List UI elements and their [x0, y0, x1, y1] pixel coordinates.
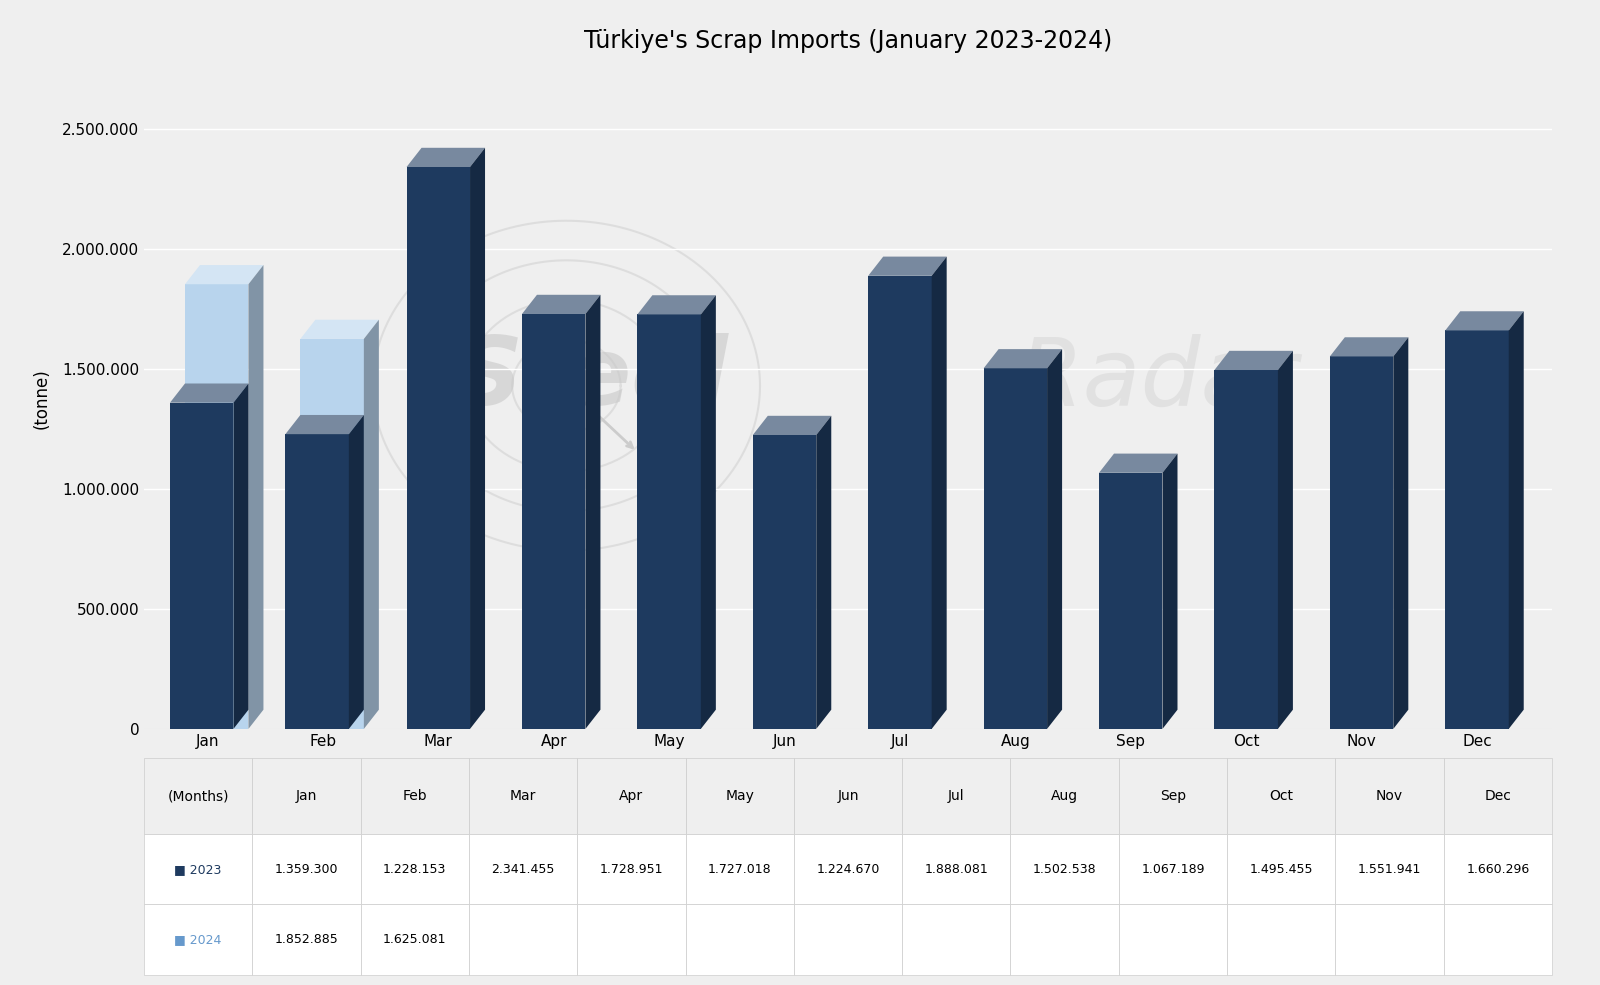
- Polygon shape: [586, 295, 600, 729]
- Polygon shape: [701, 296, 715, 729]
- Polygon shape: [984, 349, 1062, 368]
- Polygon shape: [931, 257, 947, 729]
- Polygon shape: [406, 148, 485, 167]
- Title: Türkiye's Scrap Imports (January 2023-2024): Türkiye's Scrap Imports (January 2023-20…: [584, 30, 1112, 53]
- Polygon shape: [869, 276, 931, 729]
- Polygon shape: [170, 383, 248, 403]
- Polygon shape: [406, 167, 470, 729]
- Polygon shape: [470, 148, 485, 729]
- Polygon shape: [869, 257, 947, 276]
- Polygon shape: [522, 295, 600, 314]
- Polygon shape: [1509, 311, 1523, 729]
- Polygon shape: [170, 403, 234, 729]
- Polygon shape: [816, 416, 832, 729]
- Polygon shape: [186, 285, 248, 729]
- Y-axis label: (tonne): (tonne): [34, 368, 51, 429]
- Text: Steel: Steel: [454, 333, 728, 426]
- Polygon shape: [186, 265, 264, 285]
- Polygon shape: [522, 314, 586, 729]
- Polygon shape: [1099, 473, 1163, 729]
- Polygon shape: [234, 383, 248, 729]
- Text: Radar: Radar: [1018, 334, 1298, 425]
- Polygon shape: [752, 416, 832, 435]
- Polygon shape: [1445, 330, 1509, 729]
- Polygon shape: [349, 415, 363, 729]
- Polygon shape: [1330, 357, 1394, 729]
- Polygon shape: [301, 320, 379, 339]
- Polygon shape: [1278, 351, 1293, 729]
- Polygon shape: [363, 320, 379, 729]
- Polygon shape: [984, 368, 1046, 729]
- Polygon shape: [752, 435, 816, 729]
- Polygon shape: [285, 415, 363, 434]
- Polygon shape: [285, 434, 349, 729]
- Polygon shape: [1445, 311, 1523, 330]
- Polygon shape: [248, 265, 264, 729]
- Polygon shape: [1394, 337, 1408, 729]
- Polygon shape: [637, 314, 701, 729]
- Polygon shape: [1214, 370, 1278, 729]
- Polygon shape: [1099, 454, 1178, 473]
- Polygon shape: [1046, 349, 1062, 729]
- Polygon shape: [301, 339, 363, 729]
- Polygon shape: [1214, 351, 1293, 370]
- Polygon shape: [637, 296, 715, 314]
- Polygon shape: [1330, 337, 1408, 357]
- Polygon shape: [1163, 454, 1178, 729]
